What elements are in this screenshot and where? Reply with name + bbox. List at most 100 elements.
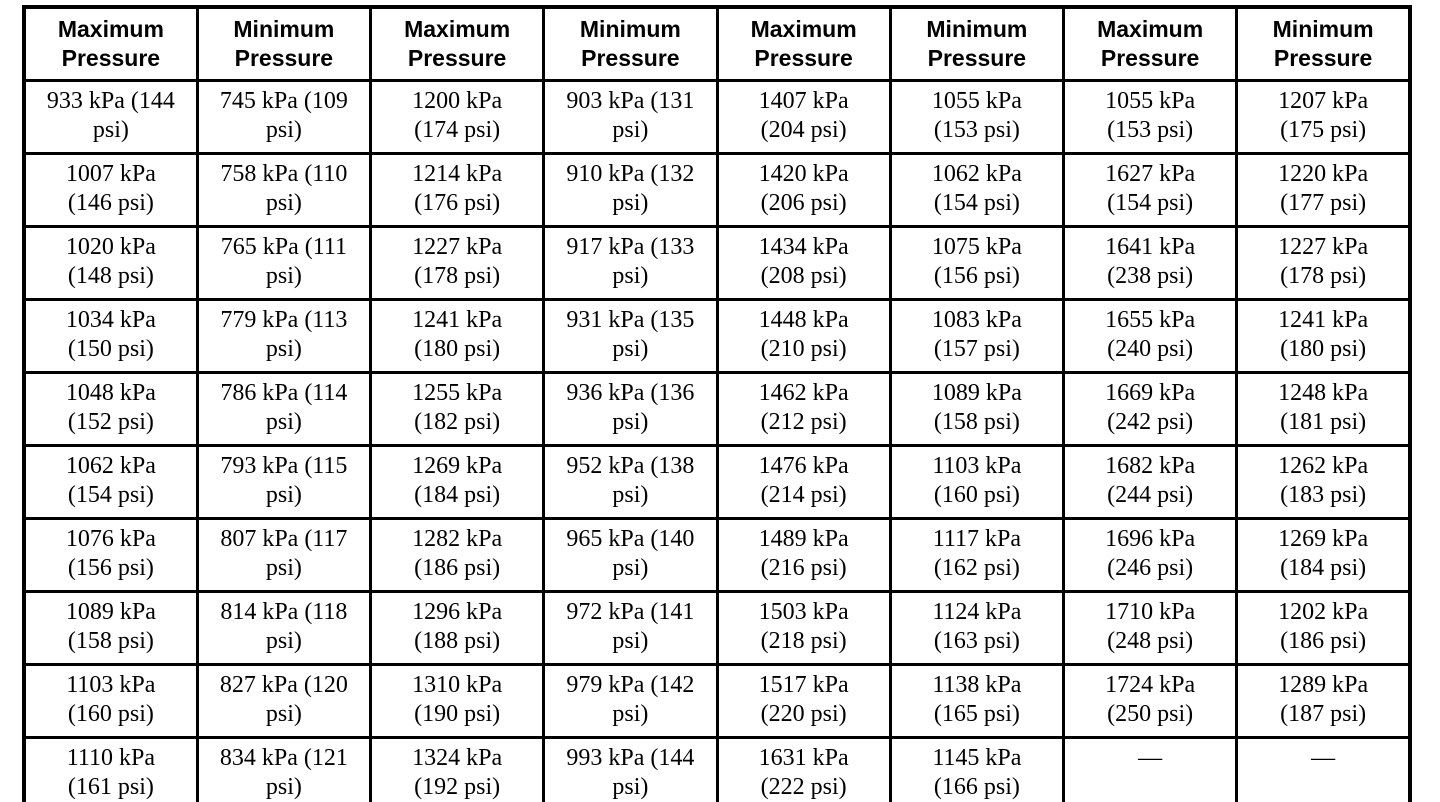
table-cell: 1145 kPa (166 psi)	[888, 736, 1066, 802]
table-cell: 1124 kPa (163 psi)	[888, 590, 1066, 666]
table-cell: 807 kPa (117 psi)	[195, 517, 373, 593]
table-cell: 1083 kPa (157 psi)	[888, 298, 1066, 374]
table-cell: 1007 kPa (146 psi)	[22, 152, 199, 228]
table-cell: 903 kPa (131 psi)	[542, 79, 719, 155]
table-cell: 758 kPa (110 psi)	[195, 152, 373, 228]
table-row-5: 1048 kPa (152 psi) 786 kPa (114 psi) 1255 …	[22, 371, 1412, 447]
pressure-table: Maximum Pressure Minimum Pressure Maximum …	[22, 5, 1412, 802]
table-cell: 1724 kPa (250 psi)	[1061, 663, 1239, 739]
table-cell: 1517 kPa (220 psi)	[715, 663, 892, 739]
table-cell: 1462 kPa (212 psi)	[715, 371, 892, 447]
table-row-2: 1007 kPa (146 psi) 758 kPa (110 psi) 1214 …	[22, 152, 1412, 228]
table-cell: 1075 kPa (156 psi)	[888, 225, 1066, 301]
table-cell: 1034 kPa (150 psi)	[22, 298, 199, 374]
table-cell: 936 kPa (136 psi)	[542, 371, 719, 447]
table-cell: 1503 kPa (218 psi)	[715, 590, 892, 666]
table-cell: 1269 kPa (184 psi)	[1235, 517, 1412, 593]
table-cell: 1103 kPa (160 psi)	[888, 444, 1066, 520]
table-cell: 1310 kPa (190 psi)	[368, 663, 546, 739]
table-cell: 1282 kPa (186 psi)	[368, 517, 546, 593]
table-cell: 1227 kPa (178 psi)	[368, 225, 546, 301]
table-cell: 910 kPa (132 psi)	[542, 152, 719, 228]
table-row-8: 1089 kPa (158 psi) 814 kPa (118 psi) 1296 …	[22, 590, 1412, 666]
table-cell: 1214 kPa (176 psi)	[368, 152, 546, 228]
table-cell: 979 kPa (142 psi)	[542, 663, 719, 739]
table-cell: 1434 kPa (208 psi)	[715, 225, 892, 301]
table-cell: 1200 kPa (174 psi)	[368, 79, 546, 155]
table-cell: 1020 kPa (148 psi)	[22, 225, 199, 301]
table-cell: 917 kPa (133 psi)	[542, 225, 719, 301]
table-row-3: 1020 kPa (148 psi) 765 kPa (111 psi) 1227 …	[22, 225, 1412, 301]
table-cell: 1696 kPa (246 psi)	[1061, 517, 1239, 593]
column-header-6: Minimum Pressure	[888, 5, 1066, 82]
column-header-4: Minimum Pressure	[542, 5, 719, 82]
table-row-7: 1076 kPa (156 psi) 807 kPa (117 psi) 1282 …	[22, 517, 1412, 593]
table-cell: 1103 kPa (160 psi)	[22, 663, 199, 739]
table-body: 933 kPa (144 psi) 745 kPa (109 psi) 1200 k…	[22, 79, 1412, 802]
column-header-8: Minimum Pressure	[1235, 5, 1412, 82]
table-cell: 1631 kPa (222 psi)	[715, 736, 892, 802]
table-cell: 1055 kPa (153 psi)	[888, 79, 1066, 155]
table-cell: 786 kPa (114 psi)	[195, 371, 373, 447]
table-header-row: Maximum Pressure Minimum Pressure Maximum …	[22, 5, 1412, 82]
table-cell: 1627 kPa (154 psi)	[1061, 152, 1239, 228]
table-cell: 1202 kPa (186 psi)	[1235, 590, 1412, 666]
table-cell: 1420 kPa (206 psi)	[715, 152, 892, 228]
column-header-5: Maximum Pressure	[715, 5, 892, 82]
table-cell: 1296 kPa (188 psi)	[368, 590, 546, 666]
table-cell: 1220 kPa (177 psi)	[1235, 152, 1412, 228]
table-cell: 1669 kPa (242 psi)	[1061, 371, 1239, 447]
table-cell: 1062 kPa (154 psi)	[888, 152, 1066, 228]
table-cell: 1062 kPa (154 psi)	[22, 444, 199, 520]
table-row-4: 1034 kPa (150 psi) 779 kPa (113 psi) 1241 …	[22, 298, 1412, 374]
table-cell: 745 kPa (109 psi)	[195, 79, 373, 155]
table-cell: 972 kPa (141 psi)	[542, 590, 719, 666]
table-cell: 793 kPa (115 psi)	[195, 444, 373, 520]
table-cell: 1055 kPa (153 psi)	[1061, 79, 1239, 155]
column-header-3: Maximum Pressure	[368, 5, 546, 82]
table-cell: 1207 kPa (175 psi)	[1235, 79, 1412, 155]
table-cell: 1089 kPa (158 psi)	[22, 590, 199, 666]
table-cell: 1289 kPa (187 psi)	[1235, 663, 1412, 739]
table-cell: 1241 kPa (180 psi)	[1235, 298, 1412, 374]
table-header: Maximum Pressure Minimum Pressure Maximum …	[22, 5, 1412, 82]
table-cell: 965 kPa (140 psi)	[542, 517, 719, 593]
column-header-7: Maximum Pressure	[1061, 5, 1239, 82]
table-cell: 1255 kPa (182 psi)	[368, 371, 546, 447]
table-cell: 1048 kPa (152 psi)	[22, 371, 199, 447]
table-cell: 931 kPa (135 psi)	[542, 298, 719, 374]
table-row-9: 1103 kPa (160 psi) 827 kPa (120 psi) 1310 …	[22, 663, 1412, 739]
table-cell: 1407 kPa (204 psi)	[715, 79, 892, 155]
table-cell-empty: —	[1235, 736, 1412, 802]
table-cell: 1269 kPa (184 psi)	[368, 444, 546, 520]
table-cell: 1138 kPa (165 psi)	[888, 663, 1066, 739]
table-row-1: 933 kPa (144 psi) 745 kPa (109 psi) 1200 k…	[22, 79, 1412, 155]
table-cell: 1476 kPa (214 psi)	[715, 444, 892, 520]
table-cell: 779 kPa (113 psi)	[195, 298, 373, 374]
table-cell: 1076 kPa (156 psi)	[22, 517, 199, 593]
table-row-6: 1062 kPa (154 psi) 793 kPa (115 psi) 1269 …	[22, 444, 1412, 520]
table-cell: 814 kPa (118 psi)	[195, 590, 373, 666]
table-cell: 1655 kPa (240 psi)	[1061, 298, 1239, 374]
table-cell: 1089 kPa (158 psi)	[888, 371, 1066, 447]
column-header-2: Minimum Pressure	[195, 5, 373, 82]
table-cell: 1710 kPa (248 psi)	[1061, 590, 1239, 666]
table-cell-empty: —	[1061, 736, 1239, 802]
table-cell: 834 kPa (121 psi)	[195, 736, 373, 802]
table-cell: 827 kPa (120 psi)	[195, 663, 373, 739]
table-cell: 952 kPa (138 psi)	[542, 444, 719, 520]
table-cell: 1489 kPa (216 psi)	[715, 517, 892, 593]
table-cell: 1117 kPa (162 psi)	[888, 517, 1066, 593]
table-cell: 1262 kPa (183 psi)	[1235, 444, 1412, 520]
table-cell: 1227 kPa (178 psi)	[1235, 225, 1412, 301]
table-cell: 1110 kPa (161 psi)	[22, 736, 199, 802]
table-row-10: 1110 kPa (161 psi) 834 kPa (121 psi) 1324 …	[22, 736, 1412, 802]
table-cell: 1641 kPa (238 psi)	[1061, 225, 1239, 301]
table-cell: 933 kPa (144 psi)	[22, 79, 199, 155]
table-cell: 765 kPa (111 psi)	[195, 225, 373, 301]
table-cell: 1241 kPa (180 psi)	[368, 298, 546, 374]
table-cell: 1448 kPa (210 psi)	[715, 298, 892, 374]
column-header-1: Maximum Pressure	[22, 5, 199, 82]
table-cell: 1248 kPa (181 psi)	[1235, 371, 1412, 447]
